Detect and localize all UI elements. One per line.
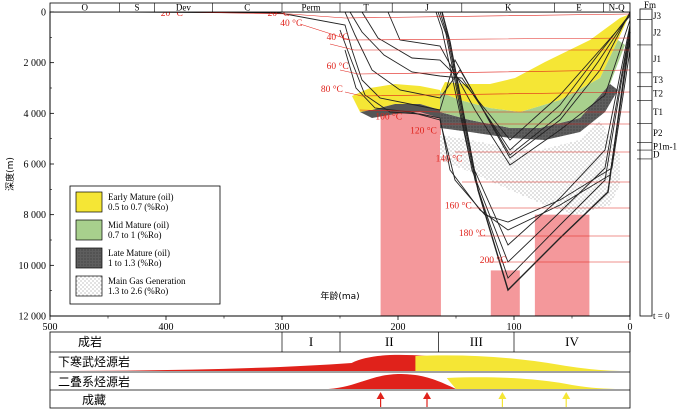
diagenesis-stage-label: IV	[565, 334, 579, 349]
period-bar: O S Dev C Perm T J K E N-Q	[49, 3, 631, 13]
early-mature-zone	[440, 14, 630, 112]
formation-label: P1m-1	[653, 141, 677, 151]
legend-swatch	[75, 191, 103, 213]
x-axis-label: 年龄(ma)	[320, 290, 359, 302]
isotherm-label: 20 °C	[268, 8, 290, 19]
isotherm-label: 200 °C	[480, 255, 507, 266]
row-label-diagenesis: 成岩	[78, 334, 102, 349]
y-tick-label: 4 000	[24, 109, 47, 120]
formation-header: Fm	[644, 0, 656, 10]
legend-range: 1 to 1.3 (%Ro)	[108, 258, 162, 268]
period-label: J	[425, 3, 429, 13]
diagenesis-stage-label: II	[385, 334, 394, 349]
y-axis-label: 深度(m)	[4, 157, 16, 191]
x-tick-label: 400	[159, 322, 174, 333]
accumulation-arrow	[423, 392, 431, 399]
accumulation-arrow	[562, 392, 571, 399]
isotherm-label: 140 °C	[436, 153, 463, 164]
legend-swatch	[75, 275, 103, 297]
diagenesis-stage-label: III	[470, 334, 483, 349]
permian-gas-generation	[446, 377, 621, 389]
period-label: K	[505, 3, 512, 13]
mid-mature-zone	[440, 40, 625, 128]
isotherm-lines	[179, 11, 631, 263]
isotherm-label: 180 °C	[459, 228, 486, 239]
accumulation-arrow	[498, 392, 507, 399]
period-label: E	[576, 3, 582, 13]
x-tick-label: 100	[507, 322, 522, 333]
generation-window-1	[490, 270, 520, 316]
x-tick-label: 200	[391, 322, 406, 333]
row-label-accumulation: 成藏	[82, 393, 106, 407]
legend-name: Mid Mature (oil)	[108, 220, 169, 230]
period-label: Perm	[302, 3, 321, 13]
legend-name: Early Mature (oil)	[108, 192, 173, 202]
isotherm-label: 80 °C	[321, 84, 343, 95]
isotherm-label: 20 °C	[161, 8, 183, 19]
generation-windows	[380, 110, 590, 316]
row-label-cambrian: 下寒武烃源岩	[58, 354, 130, 369]
formation-label: P2	[653, 128, 663, 138]
formation-label: D	[653, 150, 660, 160]
isotherm-label: 40 °C	[327, 32, 349, 43]
legend-swatch	[75, 247, 103, 269]
formation-label: T2	[653, 89, 663, 99]
legend-range: 0.5 to 0.7 (%Ro)	[108, 202, 168, 212]
legend-range: 0.7 to 1 (%Ro)	[108, 230, 162, 240]
isotherm-label: 120 °C	[410, 126, 437, 137]
formation-bottom-label: t = 0	[653, 311, 670, 321]
isotherm-label: 60 °C	[327, 61, 349, 72]
permian-oil-generation	[328, 374, 456, 389]
legend-name: Late Mature (oil)	[108, 248, 170, 258]
y-tick-label: 12 000	[19, 312, 47, 323]
y-tick-label: 8 000	[24, 210, 47, 221]
generation-window-2	[534, 214, 590, 316]
isotherm-label: 160 °C	[445, 200, 472, 211]
y-tick-label: 0	[41, 8, 46, 19]
isotherm-label: 40 °C	[280, 18, 302, 29]
formation-label: J3	[653, 11, 662, 21]
y-tick-label: 10 000	[19, 261, 47, 272]
period-label: N-Q	[609, 3, 625, 13]
legend-swatch	[75, 219, 103, 241]
period-label: O	[82, 3, 89, 13]
cambrian-oil-generation	[50, 354, 427, 371]
period-label: T	[363, 3, 369, 13]
y-tick-label: 6 000	[24, 160, 47, 171]
cambrian-gas-generation	[415, 355, 625, 371]
isotherm-label: 100 °C	[375, 112, 402, 123]
x-tick-label: 500	[43, 322, 58, 333]
legend: Early Mature (oil)0.5 to 0.7 (%Ro) Mid Ma…	[69, 185, 221, 305]
accumulation-arrow	[376, 392, 385, 399]
legend-name: Main Gas Generation	[108, 276, 186, 286]
y-tick-label: 2 000	[24, 58, 47, 69]
period-label: C	[244, 3, 250, 13]
formation-label: T1	[653, 107, 663, 117]
early-mature-zone-triassic	[352, 84, 440, 112]
period-label: Dev	[176, 3, 191, 13]
formation-label: J1	[653, 54, 661, 64]
y-axis: 0 2 000 4 000 6 000 8 000 10 000 12 000	[19, 8, 54, 323]
burial-curves	[119, 11, 631, 292]
late-mature-zone	[440, 84, 618, 140]
x-tick-label: 300	[275, 322, 290, 333]
period-label: S	[134, 3, 139, 13]
row-label-permian: 二叠系烃源岩	[58, 374, 130, 389]
formation-label: T3	[653, 75, 663, 85]
x-tick-label: 0	[628, 322, 633, 333]
diagenesis-stage-label: I	[309, 334, 313, 349]
generation-window-0	[380, 110, 441, 316]
formation-label: J2	[653, 27, 661, 37]
x-axis: 500 400 300 200 100 0	[43, 316, 633, 333]
legend-range: 1.3 to 2.6 (%Ro)	[108, 286, 168, 296]
